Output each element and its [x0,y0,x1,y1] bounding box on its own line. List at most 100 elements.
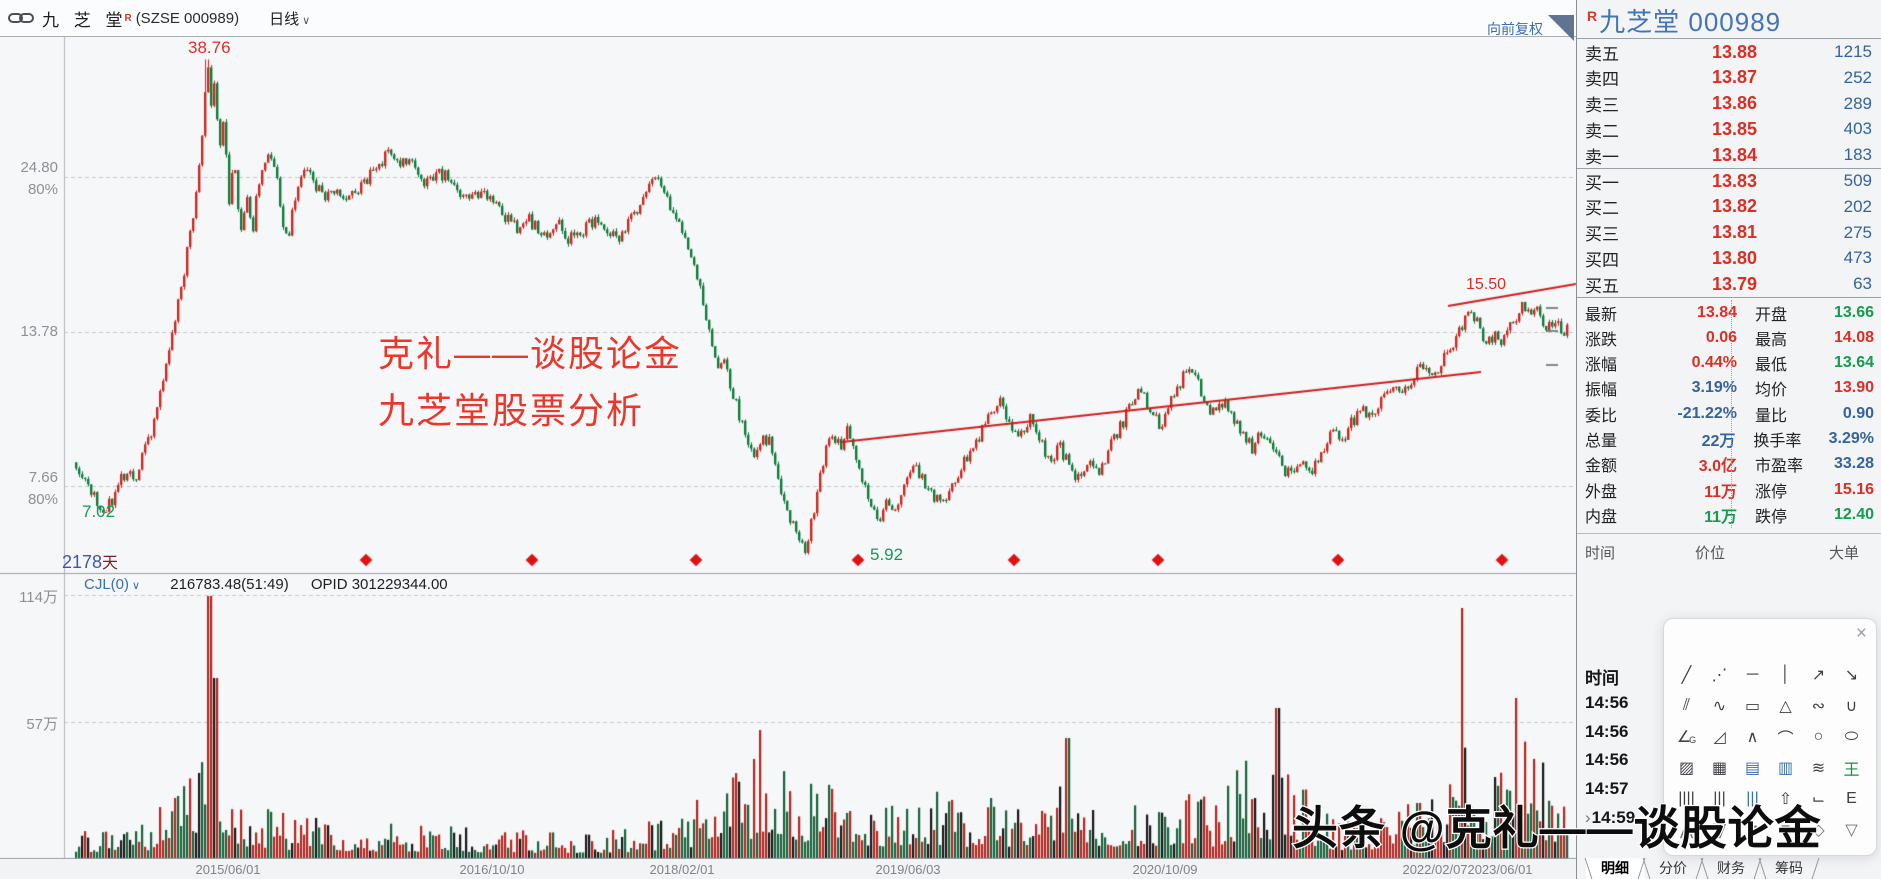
stat-label: 均价 [1755,382,1788,400]
tick-row[interactable]: 14:56 [1585,750,1629,770]
line-tool[interactable]: ╱ [1681,666,1692,684]
order-price: 13.86 [1711,93,1757,114]
percent-box-tool[interactable]: ▥ [1777,759,1794,777]
horizontal-line-tool[interactable]: ─ [1746,665,1759,683]
tab-筹码[interactable]: 筹码 [1760,858,1818,879]
tick-row[interactable]: 14:57 [1585,779,1629,799]
order-price: 13.79 [1711,273,1757,294]
trend-fan-tool[interactable]: ≋ [1811,759,1826,777]
stat-value: 13.64 [1833,354,1874,372]
date-axis-label: 2022/02/07 [1402,862,1468,877]
circle-tool[interactable]: ○ [1813,727,1824,745]
time-division-3-tool[interactable]: ||| [1713,789,1726,807]
stat-label: 内盘 [1585,508,1618,526]
wave-tool[interactable]: ∾ [1811,697,1826,715]
down-arrow-tool[interactable]: ↘ [1844,666,1859,684]
peak-price-label: 38.76 [188,38,231,57]
tick-row[interactable]: 14:56 [1585,692,1629,712]
order-book-row[interactable]: 卖二 13.85 403 [1577,116,1881,142]
arrow-up-tool[interactable]: ⇧ [1778,790,1793,808]
order-price: 13.87 [1711,67,1757,88]
date-axis-label: 2015/06/01 [195,862,261,877]
measure-tool[interactable]: ⌙ [1811,790,1826,808]
zigzag-tool[interactable]: ∿ [1712,697,1727,715]
extra-tool-5[interactable]: ◇ [1812,821,1825,839]
stat-label: 涨幅 [1585,357,1618,375]
stat-label: 委比 [1585,407,1618,425]
order-volume: 63 [1853,274,1872,294]
time-division-blue-tool[interactable]: ||| [1746,789,1759,807]
order-volume: 403 [1843,119,1872,139]
indicator-opid: OPID 301229344.00 [310,576,448,593]
extra-tool-1[interactable]: ⋀ [1679,821,1694,839]
order-book-row[interactable]: 卖一 13.84 183 [1577,142,1881,168]
tab-分价[interactable]: 分价 [1644,858,1702,879]
order-level-label: 买二 [1585,199,1619,219]
order-book-row[interactable]: 卖三 13.86 289 [1577,91,1881,117]
order-book-row[interactable]: 卖五 13.88 1215 [1577,39,1881,65]
stat-value: 13.84 [1696,303,1737,321]
tab-财务[interactable]: 财务 [1702,858,1760,879]
tick-row[interactable]: 14:56 [1585,721,1629,741]
arc-tool[interactable]: ⌒ [1777,730,1794,748]
indicator-selector[interactable]: CJL(0) ∨ [84,576,140,593]
stat-value: 3.19% [1691,379,1737,397]
order-volume: 202 [1843,196,1872,216]
stat-row: 外盘 11万 涨停 15.16 [1577,477,1881,502]
stat-label: 最新 [1585,306,1618,324]
dashed-line-tool[interactable]: ⋰ [1711,666,1728,684]
order-book-row[interactable]: 买二 13.82 202 [1577,194,1881,220]
chain-link-icon[interactable] [8,11,34,25]
time-division-4-tool[interactable]: |||| [1678,789,1695,807]
adjust-mode-label[interactable]: 向前复权 [1487,21,1543,37]
order-price: 13.80 [1711,247,1757,268]
gann-box-tool[interactable]: ▤ [1744,759,1761,777]
ellipse-tool[interactable]: ⬭ [1844,727,1859,745]
tick-row[interactable]: 时间 [1585,669,1619,688]
watermark-text: 头条 @克礼——谈股论金 [1291,801,1822,856]
extra-tool-6[interactable]: ▽ [1845,821,1858,839]
extra-tool-2[interactable]: ⋁ [1712,821,1727,839]
price-axis-label: 80% [27,181,58,198]
fib-zone-tool[interactable]: ▦ [1711,759,1728,777]
order-book-row[interactable]: 买三 13.81 275 [1577,220,1881,246]
grid-tool[interactable]: 王 [1843,761,1860,779]
order-book-row[interactable]: 买一 13.83 509 [1577,168,1881,194]
order-price: 13.83 [1711,170,1757,191]
pitchfork-tool[interactable]: ∧ [1746,728,1759,746]
order-volume: 473 [1843,248,1872,268]
wedge-tool[interactable]: ◿ [1713,728,1726,746]
tick-row[interactable]: ›14:59 [1585,808,1636,827]
triangle-tool[interactable]: △ [1779,697,1792,715]
order-book-row[interactable]: 卖四 13.87 252 [1577,65,1881,91]
author-overlay-text: 克礼——谈股论金 九芝堂股票分析 [378,325,682,439]
order-level-label: 买四 [1585,250,1619,270]
stat-value: 15.16 [1833,480,1874,498]
parallel-channel-tool[interactable]: ⫽ [1682,696,1691,714]
stat-value: 22万 [1701,433,1736,450]
stat-label: 跌停 [1755,508,1788,526]
arrow-line-tool[interactable]: ↗ [1811,666,1826,684]
u-arc-tool[interactable]: ∪ [1845,697,1858,715]
vertical-line-tool[interactable]: │ [1780,665,1791,683]
stat-label: 换手率 [1753,433,1802,450]
order-book-row[interactable]: 买五 13.79 63 [1577,271,1881,297]
indicator-label: CJL(0) [84,576,130,593]
rectangle-tool[interactable]: ▭ [1744,697,1761,715]
order-volume: 289 [1843,93,1872,113]
extra-tool-4[interactable]: ≡ [1780,820,1791,838]
close-icon[interactable]: × [1855,623,1867,644]
stat-label: 总量 [1585,433,1618,450]
order-volume: 1215 [1834,42,1872,61]
order-book-row[interactable]: 买四 13.80 473 [1577,245,1881,271]
gann-angle-tool[interactable]: ∠ G [1676,728,1697,746]
wave-count-tool[interactable]: Ε [1846,789,1857,807]
hatch-channel-tool[interactable]: ▨ [1678,759,1695,777]
tab-明细[interactable]: 明细 [1586,858,1644,879]
order-level-label: 卖一 [1585,147,1619,167]
quote-panel-header: R九芝堂 000989 [1587,2,1781,39]
stat-label: 量比 [1755,407,1788,425]
extra-tool-3[interactable]: ↗ [1745,821,1760,839]
period-selector[interactable]: 日线 ∨ [269,8,310,29]
